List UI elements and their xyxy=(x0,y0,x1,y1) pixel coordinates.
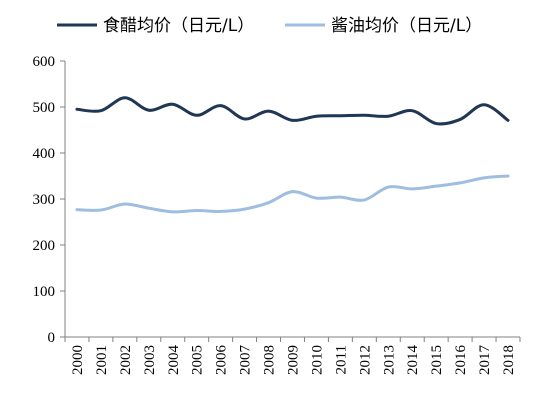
legend-item-soy-sauce: 酱油均价（日元/L） xyxy=(285,16,482,36)
x-tick-label: 2001 xyxy=(94,345,110,375)
x-tick-label: 2008 xyxy=(262,345,278,375)
x-tick-label: 2015 xyxy=(429,345,445,375)
x-tick-label: 2012 xyxy=(357,345,373,375)
x-tick-label: 2018 xyxy=(501,345,517,375)
x-tick-label: 2006 xyxy=(214,345,230,376)
x-tick-label: 2009 xyxy=(286,345,302,375)
series-line-vinegar xyxy=(75,96,510,126)
y-tick-label: 400 xyxy=(33,146,56,162)
y-tick-label: 600 xyxy=(33,54,56,70)
x-tick-label: 2004 xyxy=(166,345,182,376)
x-tick-label: 2005 xyxy=(190,345,206,375)
y-tick-label: 100 xyxy=(33,284,56,300)
legend-item-vinegar: 食醋均价（日元/L） xyxy=(57,16,254,36)
legend-label-vinegar: 食醋均价（日元/L） xyxy=(103,16,254,36)
y-ticks: 0 100 200 300 400 500 600 xyxy=(33,54,65,346)
legend: 食醋均价（日元/L） 酱油均价（日元/L） xyxy=(57,16,482,36)
x-tick-label: 2017 xyxy=(477,345,493,376)
y-tick-label: 200 xyxy=(33,238,56,254)
y-tick-label: 0 xyxy=(48,330,56,346)
x-tick-label: 2000 xyxy=(70,345,86,375)
x-tick-label: 2013 xyxy=(381,345,397,375)
x-tick-label: 2016 xyxy=(453,345,469,376)
series-group xyxy=(75,96,510,214)
y-tick-label: 500 xyxy=(33,100,56,116)
x-tick-label: 2007 xyxy=(238,345,254,376)
x-tick-label: 2003 xyxy=(142,345,158,375)
x-ticks: 2000 2001 2002 2003 2004 2005 2006 2007 2008 2009… xyxy=(64,337,521,376)
x-tick-label: 2010 xyxy=(309,345,325,375)
x-tick-label: 2002 xyxy=(118,345,134,375)
x-tick-label: 2014 xyxy=(405,345,421,376)
legend-label-soy-sauce: 酱油均价（日元/L） xyxy=(331,16,482,36)
y-tick-label: 300 xyxy=(33,192,56,208)
x-tick-label: 2011 xyxy=(333,345,349,374)
series-line-soy-sauce xyxy=(75,174,510,214)
